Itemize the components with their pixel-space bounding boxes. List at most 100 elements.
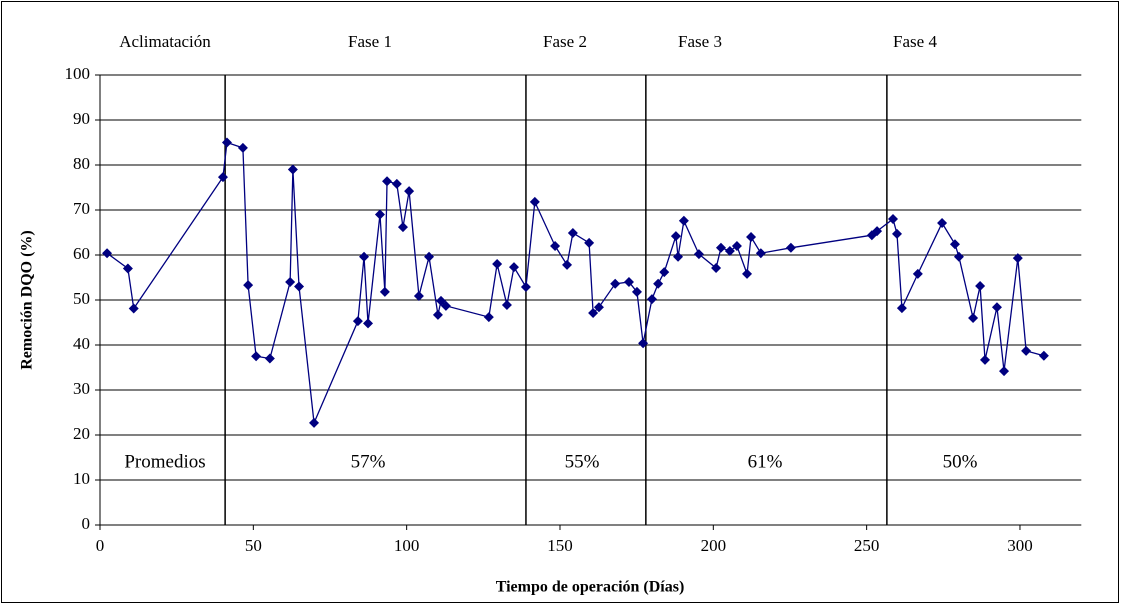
data-point (711, 263, 722, 274)
x-tick-label: 300 (1007, 536, 1033, 555)
y-tick-label: 10 (73, 469, 90, 488)
data-point (529, 196, 540, 207)
data-point (949, 239, 960, 250)
data-point (912, 268, 923, 279)
data-point (584, 237, 595, 248)
data-point (631, 286, 642, 297)
data-point (237, 142, 248, 153)
y-tick-label: 90 (73, 109, 90, 128)
phase-label: Fase 3 (678, 32, 722, 51)
data-point (285, 277, 296, 287)
data-point (264, 353, 275, 364)
data-point (891, 228, 902, 239)
data-point (724, 245, 735, 256)
data-point (128, 303, 139, 314)
data-point (588, 308, 599, 319)
data-point (102, 248, 113, 259)
x-tick-label: 0 (96, 536, 105, 555)
data-point (673, 251, 684, 262)
data-point (440, 300, 451, 311)
phase-average: 57% (351, 451, 386, 472)
data-point (520, 281, 531, 292)
data-point (363, 318, 374, 329)
data-point (550, 241, 561, 251)
data-point (968, 313, 979, 323)
data-point (991, 302, 1002, 313)
phase-average: Promedios (124, 451, 205, 472)
data-point (122, 263, 133, 274)
data-point (980, 354, 991, 365)
data-point (217, 172, 228, 183)
phase-label: Fase 4 (893, 32, 937, 51)
data-point (483, 312, 494, 323)
data-point (432, 309, 443, 320)
x-tick-label: 250 (854, 536, 880, 555)
phase-label: Fase 2 (543, 32, 587, 51)
phase-average: 61% (748, 451, 783, 472)
data-point (678, 215, 689, 226)
data-point (379, 286, 390, 297)
data-point (352, 316, 363, 327)
data-point (785, 242, 796, 253)
data-point (424, 251, 435, 262)
data-point (562, 259, 573, 270)
data-point (742, 268, 753, 279)
data-point (404, 186, 415, 197)
data-point (567, 227, 578, 238)
y-tick-label: 50 (73, 289, 90, 308)
y-tick-label: 70 (73, 199, 90, 218)
y-tick-label: 100 (65, 64, 91, 83)
data-point (397, 222, 408, 233)
data-point (646, 294, 657, 305)
data-point (937, 218, 948, 229)
x-axis-title: Tiempo de operación (Días) (496, 579, 685, 596)
phase-label: Aclimatación (119, 32, 211, 51)
data-point (999, 366, 1010, 377)
data-point (888, 214, 899, 224)
data-point (294, 281, 305, 292)
data-point (975, 281, 986, 292)
data-point (309, 417, 320, 428)
data-point (492, 259, 503, 269)
data-point (359, 251, 370, 262)
data-point (501, 299, 512, 310)
phase-average: 50% (943, 451, 978, 472)
data-point (638, 338, 649, 349)
y-tick-label: 60 (73, 244, 90, 263)
y-tick-label: 0 (82, 514, 91, 533)
y-tick-label: 20 (73, 424, 90, 443)
data-point (1012, 253, 1023, 264)
data-point (221, 137, 232, 148)
phase-average: 55% (565, 451, 600, 472)
data-point (731, 241, 742, 251)
x-tick-label: 100 (394, 536, 420, 555)
y-axis-title: Remoción DQO (%) (19, 230, 36, 370)
y-tick-label: 40 (73, 334, 90, 353)
data-point (610, 278, 621, 289)
data-point (715, 242, 726, 253)
data-point (413, 290, 424, 301)
data-point (896, 303, 907, 314)
data-point (953, 251, 964, 262)
data-point (251, 351, 262, 362)
data-point (382, 176, 393, 187)
data-point (391, 178, 402, 189)
data-point (755, 248, 766, 259)
data-point (659, 267, 670, 278)
data-point (746, 232, 757, 242)
data-point (374, 209, 385, 220)
x-tick-label: 50 (245, 536, 262, 555)
x-tick-label: 200 (701, 536, 727, 555)
phase-label: Fase 1 (348, 32, 392, 51)
data-point (243, 280, 254, 291)
x-tick-label: 150 (547, 536, 573, 555)
data-point (693, 249, 704, 260)
y-tick-label: 30 (73, 379, 90, 398)
y-tick-label: 80 (73, 154, 90, 173)
data-point (1021, 345, 1032, 356)
data-point (1038, 350, 1049, 361)
data-point (653, 278, 664, 289)
data-point (287, 164, 298, 175)
